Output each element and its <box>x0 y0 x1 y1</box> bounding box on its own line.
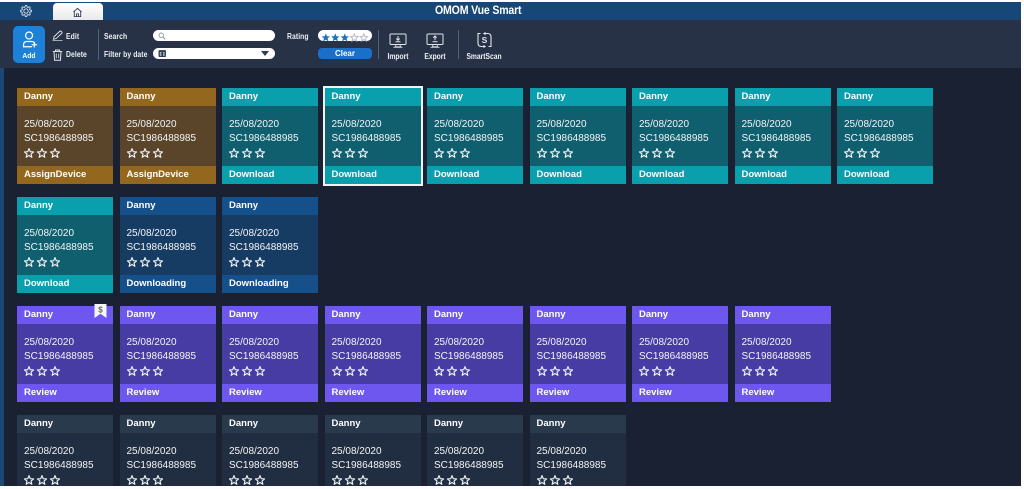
svg-text:S: S <box>481 34 487 44</box>
svg-text:$: $ <box>98 306 103 315</box>
